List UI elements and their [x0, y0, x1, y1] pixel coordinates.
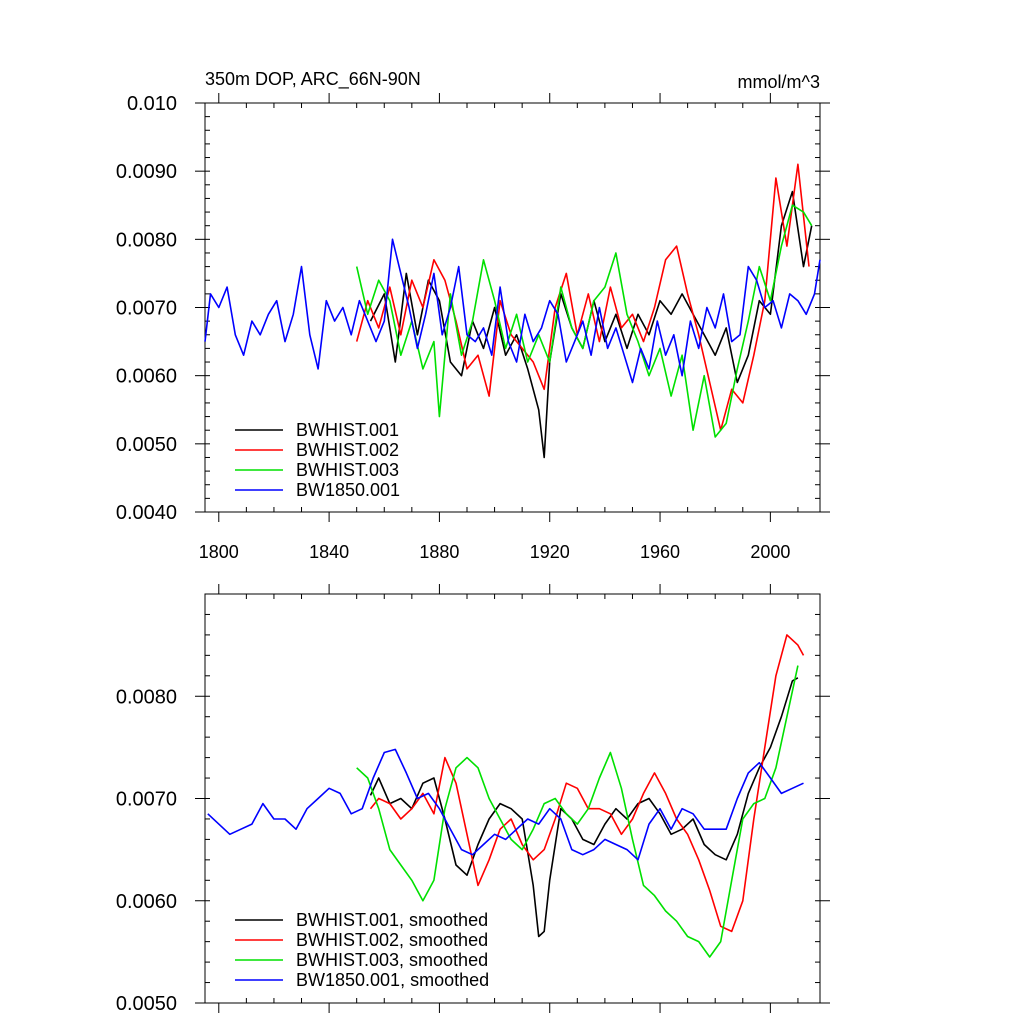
legend-label: BWHIST.002, smoothed: [296, 930, 488, 950]
series-line: [369, 677, 799, 938]
legend-label: BWHIST.003, smoothed: [296, 950, 488, 970]
y-tick-label: 0.0070: [116, 298, 177, 320]
x-tick-label: 1880: [419, 542, 459, 562]
legend-label: BWHIST.001, smoothed: [296, 910, 488, 930]
legend-label: BWHIST.002: [296, 440, 399, 460]
top-chart-title: 350m DOP, ARC_66N-90N: [205, 69, 421, 90]
y-tick-label: 0.0090: [116, 161, 177, 183]
series-line: [355, 163, 810, 432]
top-series-group: [204, 163, 821, 459]
series-line: [355, 204, 813, 438]
x-tick-label: 1800: [199, 542, 239, 562]
legend-label: BW1850.001, smoothed: [296, 970, 489, 990]
bottom-ticks: 0.0050 0.0060 0.0070 0.0080: [116, 584, 830, 1015]
y-tick-label: 0.0050: [116, 434, 177, 456]
legend-label: BWHIST.003: [296, 460, 399, 480]
y-tick-label: 0.0060: [116, 366, 177, 388]
y-tick-label: 0.0070: [116, 789, 177, 811]
x-tick-label: 2000: [750, 542, 790, 562]
y-tick-label: 0.0060: [116, 891, 177, 913]
y-tick-label: 0.0050: [116, 993, 177, 1015]
y-tick-label: 0.0080: [116, 229, 177, 251]
bottom-panel: 0.0050 0.0060 0.0070 0.0080 BWHIST.001, smo…: [116, 584, 830, 1015]
top-panel: 350m DOP, ARC_66N-90N mmol/m^3 1800 1840 1…: [116, 69, 830, 562]
legend-label: BWHIST.001: [296, 420, 399, 440]
x-tick-label: 1920: [530, 542, 570, 562]
legend-label: BW1850.001: [296, 480, 400, 500]
series-line: [369, 190, 813, 459]
x-tick-label: 1960: [640, 542, 680, 562]
bottom-series-group: [207, 634, 805, 958]
series-line: [207, 748, 804, 861]
series-line: [204, 238, 821, 384]
x-tick-label: 1840: [309, 542, 349, 562]
top-ticks: 1800 1840 1880 1920 1960 2000 0.0040 0.0050 0.00…: [116, 93, 830, 562]
y-tick-label: 0.0080: [116, 686, 177, 708]
series-line: [356, 665, 799, 958]
y-tick-label: 0.0040: [116, 502, 177, 524]
y-tick-label: 0.010: [127, 93, 177, 115]
top-units-label: mmol/m^3: [738, 72, 820, 92]
